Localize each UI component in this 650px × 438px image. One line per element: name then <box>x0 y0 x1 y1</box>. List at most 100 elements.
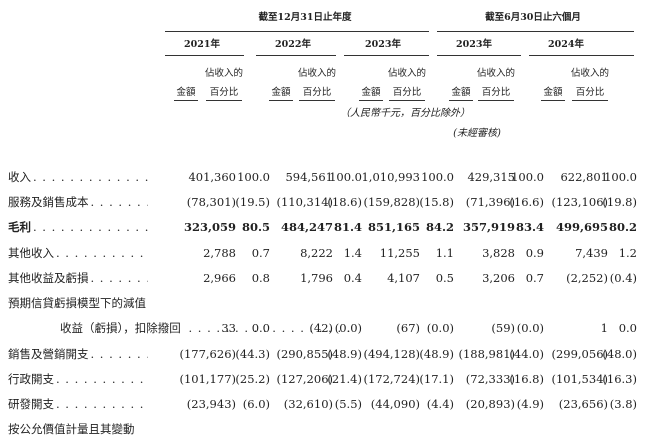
pct-header-underline <box>206 100 242 101</box>
row-label: 收益（虧損），扣除撥回 <box>60 321 181 335</box>
table-cell: (4.9) <box>516 397 544 411</box>
table-cell: (71,396) <box>465 195 515 209</box>
rule-2021 <box>165 55 244 56</box>
table-cell: 8,222 <box>300 246 333 260</box>
table-cell: 0.0 <box>618 321 637 335</box>
table-cell: (23,656) <box>558 397 608 411</box>
table-cell: 3,206 <box>482 271 515 285</box>
table-cell: (18.6) <box>327 195 362 209</box>
table-cell: (2,252) <box>566 271 608 285</box>
table-cell: 100.0 <box>604 170 637 184</box>
amount-col-header: 金額 <box>176 87 196 98</box>
table-cell: (23,943) <box>186 397 236 411</box>
table-cell: (19.8) <box>602 195 637 209</box>
amount-col-header: 金額 <box>543 87 563 98</box>
table-cell: 1,010,993 <box>361 170 420 184</box>
row-label: 其他收入 <box>8 246 54 260</box>
rule-six-months <box>437 31 634 32</box>
table-cell: 323,059 <box>183 220 236 234</box>
table-cell: (20,893) <box>465 397 515 411</box>
table-cell: (16.6) <box>509 195 544 209</box>
table-cell: 0.5 <box>435 271 454 285</box>
table-cell: (32,610) <box>283 397 333 411</box>
table-cell: 622,801 <box>560 170 608 184</box>
amount-col-header: 金額 <box>271 87 291 98</box>
row-label: 行政開支 <box>8 372 54 386</box>
leader-dots: . . . . . . . . . . . . . . . . . . <box>33 172 148 184</box>
table-cell: 84.2 <box>425 220 454 234</box>
amount-col-header: 金額 <box>361 87 381 98</box>
pct-col-header-line2: 百分比 <box>481 87 511 98</box>
table-cell: 81.4 <box>333 220 362 234</box>
leader-dots: . . . . . . . . . . . . . . . . . . <box>90 349 149 361</box>
amount-header-underline <box>359 100 383 101</box>
rule-2023 <box>344 55 429 56</box>
table-cell: 100.0 <box>329 170 362 184</box>
table-cell: (42) <box>309 321 333 335</box>
table-cell: 0.7 <box>251 246 270 260</box>
table-cell: (78,301) <box>186 195 236 209</box>
table-cell: 80.2 <box>608 220 637 234</box>
table-cell: 401,360 <box>188 170 236 184</box>
table-cell: (59) <box>491 321 515 335</box>
table-cell: (44.0) <box>509 347 544 361</box>
amount-header-underline <box>174 100 198 101</box>
table-cell: 7,439 <box>575 246 608 260</box>
pct-col-header-line1: 佔收入的 <box>476 68 516 79</box>
row-label: 收入 <box>8 170 31 184</box>
table-cell: (44.3) <box>235 347 270 361</box>
leader-dots: . . . . . . . . . . . . . . . . . . <box>90 197 149 209</box>
period-header-six-months: 截至6月30日止六個月 <box>485 12 581 23</box>
table-cell: 0.4 <box>343 271 362 285</box>
pct-header-underline <box>478 100 514 101</box>
pct-col-header-line2: 百分比 <box>575 87 605 98</box>
pct-col-header-line2: 百分比 <box>392 87 422 98</box>
year-2024-h1: 2024年 <box>548 39 584 50</box>
amount-header-underline <box>541 100 565 101</box>
period-header-full-year: 截至12月31日止年度 <box>258 12 352 23</box>
table-cell: 1 <box>600 321 608 335</box>
rule-2024-h1 <box>529 55 634 56</box>
leader-dots: . . . . . . . . . . . . . . . . . . <box>56 248 148 260</box>
table-cell: 2,788 <box>203 246 236 260</box>
year-2022: 2022年 <box>275 39 311 50</box>
pct-col-header-line1: 佔收入的 <box>570 68 610 79</box>
table-cell: 499,695 <box>555 220 608 234</box>
table-cell: (0.0) <box>334 321 362 335</box>
table-cell: (494,128) <box>363 347 420 361</box>
table-cell: (17.1) <box>419 372 454 386</box>
rule-2022 <box>256 55 336 56</box>
table-cell: 0.8 <box>251 271 270 285</box>
pct-col-header-line2: 百分比 <box>302 87 332 98</box>
table-cell: (19.5) <box>235 195 270 209</box>
rule-2023-h1 <box>437 55 521 56</box>
table-cell: 2,966 <box>203 271 236 285</box>
table-cell: (44,090) <box>370 397 420 411</box>
table-cell: (299,056) <box>551 347 608 361</box>
table-cell: 100.0 <box>237 170 270 184</box>
table-cell: (48.0) <box>602 347 637 361</box>
table-cell: (25.2) <box>235 372 270 386</box>
pct-col-header-line1: 佔收入的 <box>297 68 337 79</box>
row-label: 銷售及營銷開支 <box>8 347 89 361</box>
table-cell: 594,561 <box>285 170 333 184</box>
unit-note: （人民幣千元，百分比除外） <box>340 108 470 119</box>
row-label: 預期信貸虧損模型下的減值 <box>8 296 146 310</box>
table-cell: (16.8) <box>509 372 544 386</box>
table-cell: 11,255 <box>379 246 420 260</box>
pct-header-underline <box>572 100 608 101</box>
pct-header-underline <box>389 100 425 101</box>
table-cell: (16.3) <box>602 372 637 386</box>
table-cell: 1.1 <box>435 246 454 260</box>
table-cell: (5.5) <box>334 397 362 411</box>
table-cell: 851,165 <box>367 220 420 234</box>
table-cell: 429,315 <box>467 170 515 184</box>
leader-dots: . . . . . . . . . . . . . . . . . . <box>56 399 148 411</box>
row-label: 毛利 <box>8 220 31 234</box>
table-cell: (172,724) <box>363 372 420 386</box>
leader-dots: . . . . . . . . . . . . . . . . . . <box>56 374 148 386</box>
table-cell: (4.4) <box>426 397 454 411</box>
table-cell: 33 <box>221 321 236 335</box>
table-cell: (3.8) <box>609 397 637 411</box>
pct-col-header-line1: 佔收入的 <box>204 68 244 79</box>
